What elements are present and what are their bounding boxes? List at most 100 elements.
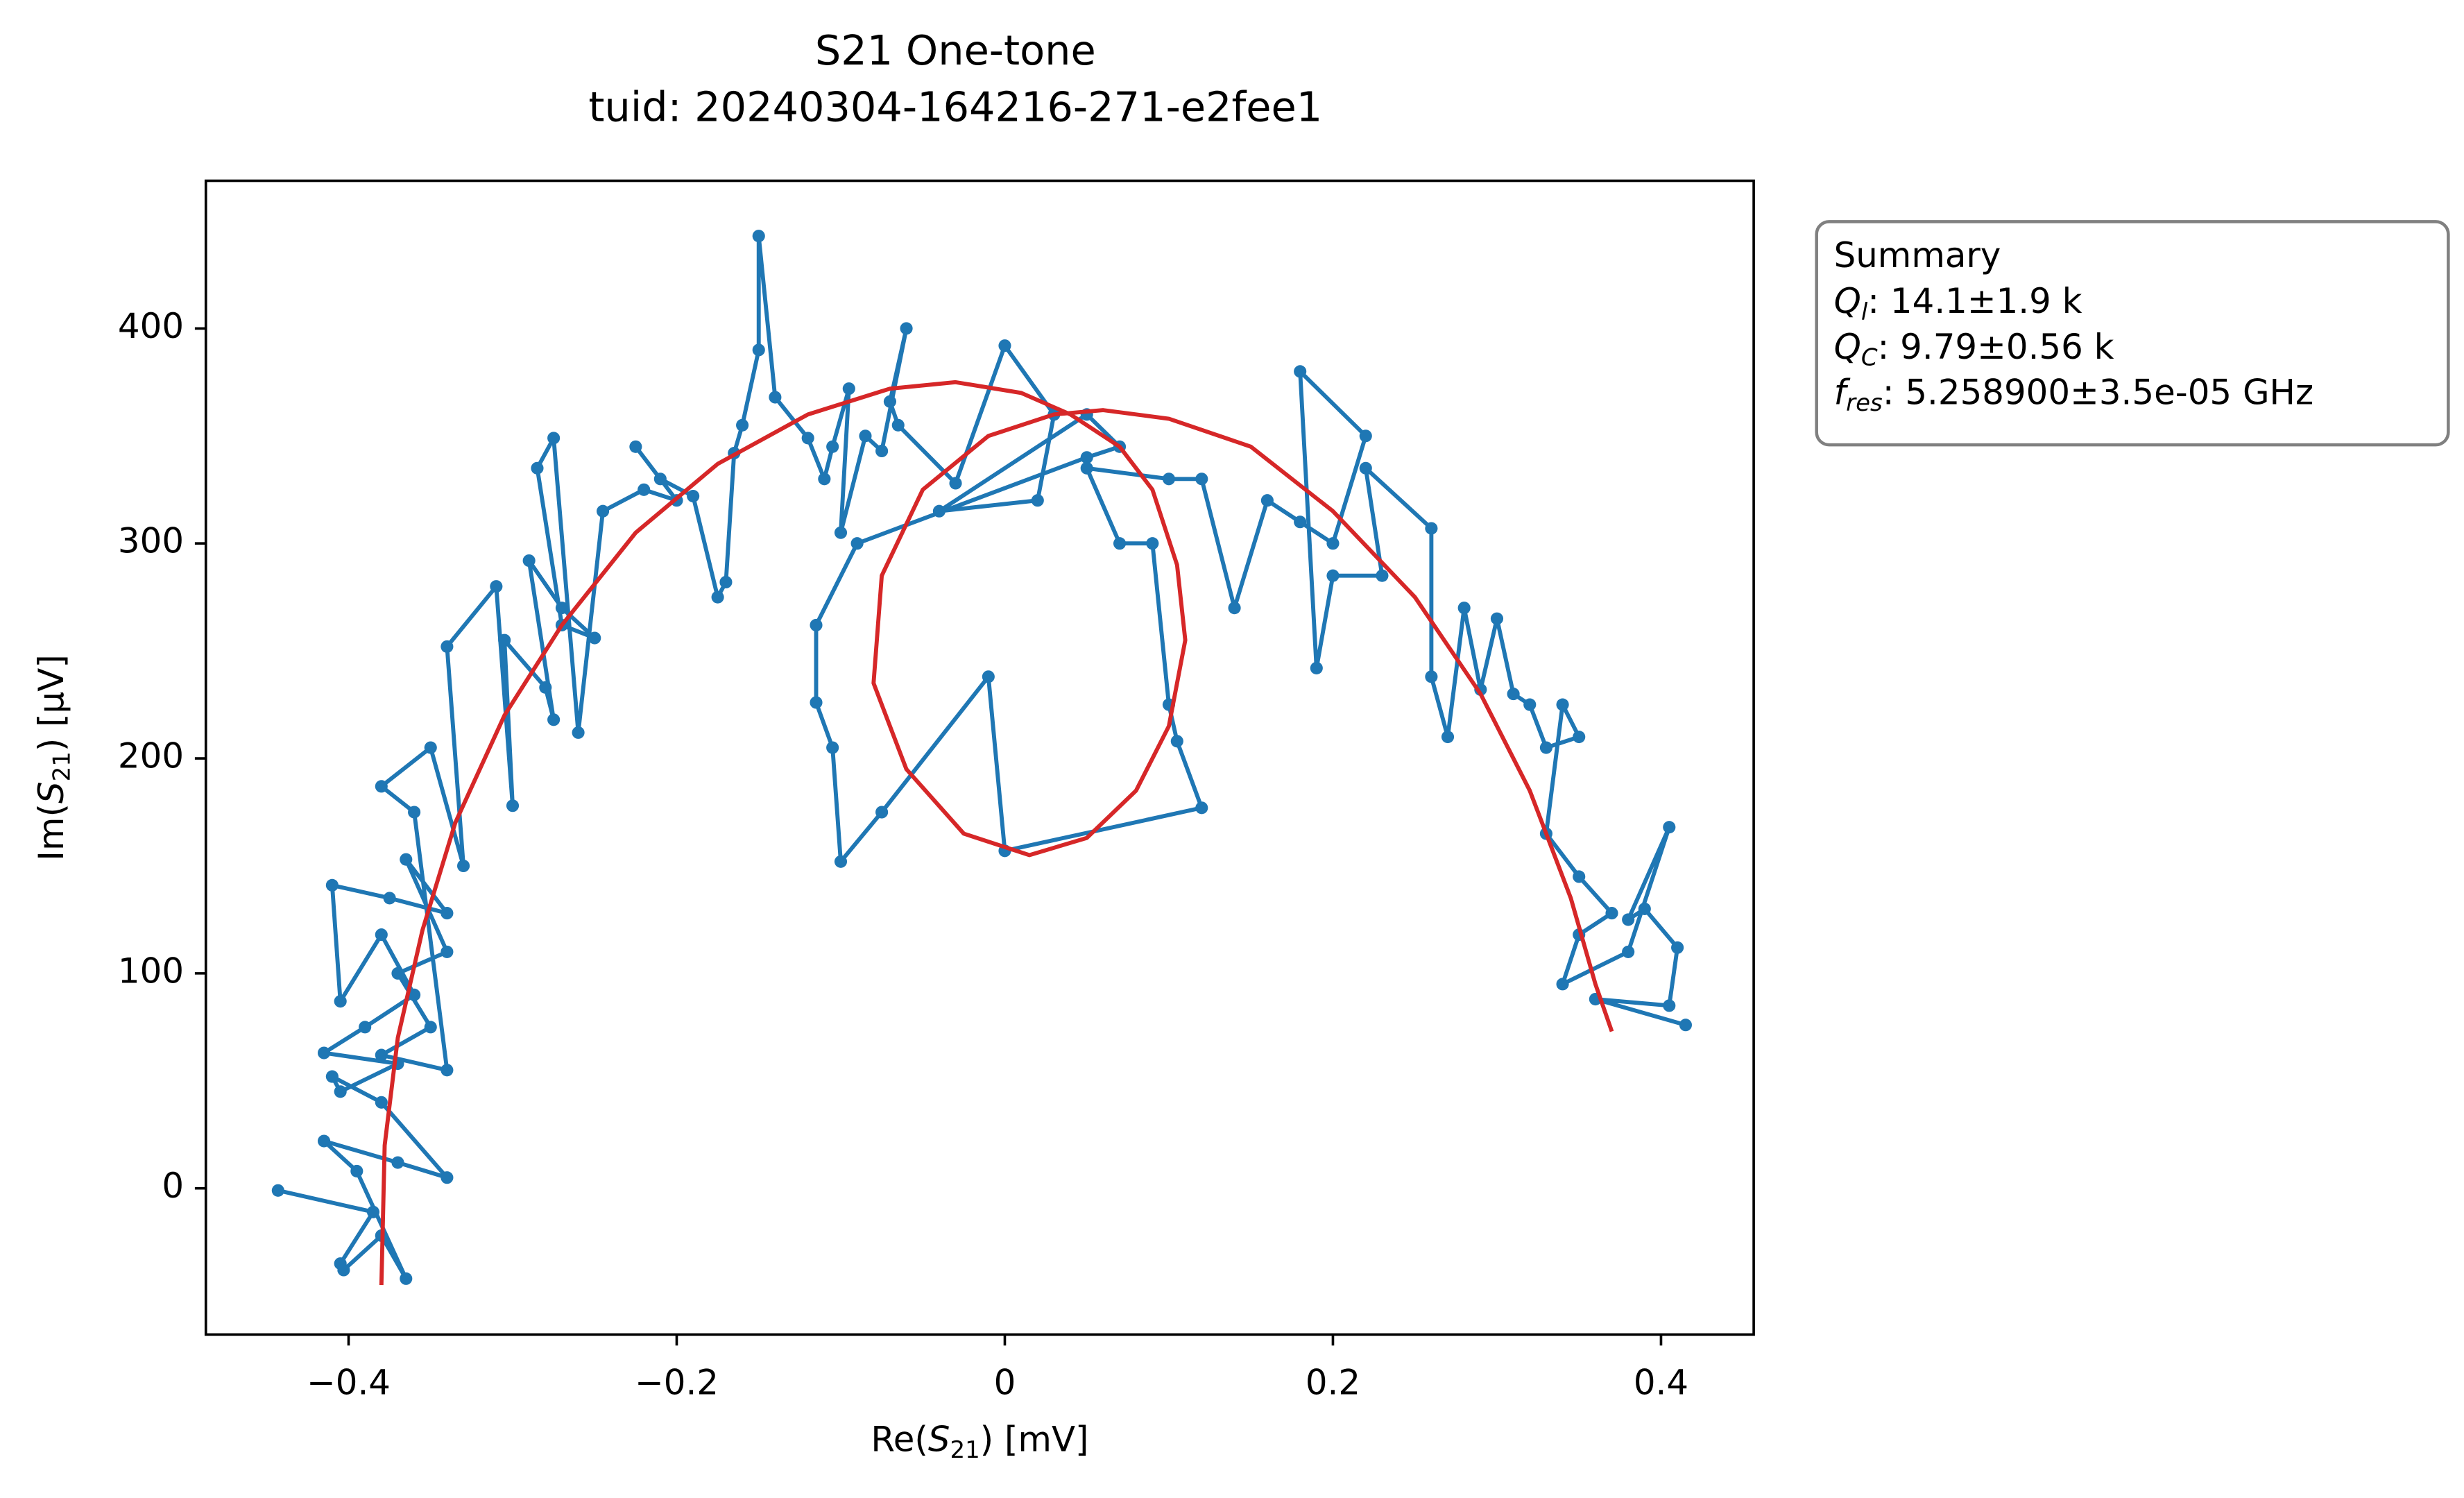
- data-point: [1294, 516, 1307, 529]
- data-point: [424, 1021, 437, 1034]
- data-point: [1113, 537, 1127, 550]
- data-point: [1080, 451, 1093, 464]
- data-point: [334, 1085, 347, 1098]
- data-point: [408, 806, 421, 819]
- data-point: [1638, 902, 1651, 915]
- data-point: [1195, 801, 1208, 815]
- summary-box: [1815, 220, 2450, 447]
- chart-subtitle: tuid: 20240304-164216-271-e2fee1: [588, 83, 1322, 131]
- data-point: [1326, 537, 1340, 550]
- data-point: [1556, 698, 1569, 711]
- data-point: [337, 1263, 350, 1277]
- data-point: [522, 554, 536, 568]
- summary-text: : 14.1±1.9 k: [1867, 281, 2082, 321]
- data-point: [834, 526, 848, 539]
- data-point: [752, 343, 765, 357]
- data-point: [1573, 870, 1586, 883]
- data-point: [1679, 1019, 1692, 1032]
- data-point: [1441, 730, 1455, 744]
- data-point: [1671, 941, 1684, 954]
- data-point: [325, 1070, 339, 1083]
- data-point: [1294, 365, 1307, 378]
- data-point: [1507, 688, 1520, 701]
- x-axis-label-part: Re(: [871, 1419, 927, 1459]
- data-point: [687, 489, 700, 503]
- data-point: [801, 432, 814, 445]
- data-point: [1539, 741, 1552, 754]
- data-point: [547, 713, 561, 726]
- data-point: [1573, 730, 1586, 744]
- data-point: [998, 339, 1011, 352]
- data-point: [366, 1205, 380, 1218]
- data-point: [498, 633, 511, 647]
- plot-area: [204, 179, 1755, 1336]
- chart-title: S21 One-tone: [815, 26, 1096, 74]
- data-point: [875, 444, 889, 458]
- data-point: [1195, 473, 1208, 486]
- data-point: [810, 696, 823, 709]
- data-point: [949, 477, 962, 490]
- data-point: [932, 504, 946, 518]
- data-point: [334, 995, 347, 1008]
- data-point: [597, 504, 610, 518]
- data-point: [1326, 569, 1340, 582]
- data-point: [588, 631, 601, 645]
- data-point: [1556, 978, 1569, 991]
- data-point: [1622, 945, 1635, 958]
- data-point: [736, 418, 749, 432]
- data-point: [375, 1096, 388, 1109]
- series-line: [277, 234, 1686, 1281]
- y-axis-label-part: Im(: [31, 803, 71, 861]
- data-point: [359, 1021, 372, 1034]
- summary-symbol: Q: [1834, 281, 1861, 321]
- data-point: [1425, 670, 1438, 683]
- data-point: [891, 418, 905, 432]
- data-point: [383, 892, 396, 905]
- summary-line: fres: 5.258900±3.5e-05 GHz: [1834, 372, 2314, 417]
- summary-subscript: C: [1861, 343, 1878, 371]
- y-tick-label: 300: [118, 521, 184, 561]
- data-point: [826, 741, 839, 754]
- data-point: [900, 322, 913, 335]
- data-point: [1376, 569, 1389, 582]
- data-point: [391, 967, 404, 980]
- data-point: [531, 461, 544, 475]
- x-axis-label: Re(S21) [mV]: [871, 1419, 1088, 1464]
- data-point: [1622, 913, 1635, 926]
- data-point: [818, 473, 831, 486]
- x-tick-label: −0.2: [635, 1362, 719, 1402]
- data-point: [834, 855, 848, 868]
- data-point: [1663, 999, 1676, 1012]
- data-point: [1310, 661, 1323, 674]
- data-point: [440, 1171, 454, 1184]
- data-point: [1162, 473, 1176, 486]
- summary-symbol: Q: [1834, 326, 1861, 366]
- x-tick-label: −0.4: [307, 1362, 391, 1402]
- y-tick-label: 100: [118, 951, 184, 991]
- data-point: [859, 429, 872, 443]
- data-point: [440, 907, 454, 920]
- data-point: [711, 590, 724, 604]
- data-point: [400, 853, 413, 866]
- x-tick-label: 0.2: [1306, 1362, 1360, 1402]
- summary-subscript: l: [1861, 298, 1868, 325]
- data-point: [440, 1064, 454, 1077]
- data-point: [982, 670, 995, 683]
- data-point: [1523, 698, 1537, 711]
- data-point: [1359, 429, 1372, 443]
- data-point: [1228, 602, 1241, 615]
- data-point: [810, 618, 823, 632]
- data-point: [506, 799, 520, 812]
- summary-text: : 5.258900±3.5e-05 GHz: [1883, 372, 2313, 412]
- data-point: [1605, 907, 1618, 920]
- data-point: [1359, 461, 1372, 475]
- data-point: [271, 1184, 284, 1197]
- data-point: [424, 741, 437, 754]
- data-point: [408, 988, 421, 1001]
- data-point: [883, 395, 896, 408]
- data-point: [842, 382, 855, 395]
- x-axis-label-part: 21: [950, 1436, 979, 1464]
- summary-line: Ql: 14.1±1.9 k: [1834, 281, 2082, 326]
- data-point: [1425, 522, 1438, 535]
- x-axis-label-part: ) [mV]: [980, 1419, 1089, 1459]
